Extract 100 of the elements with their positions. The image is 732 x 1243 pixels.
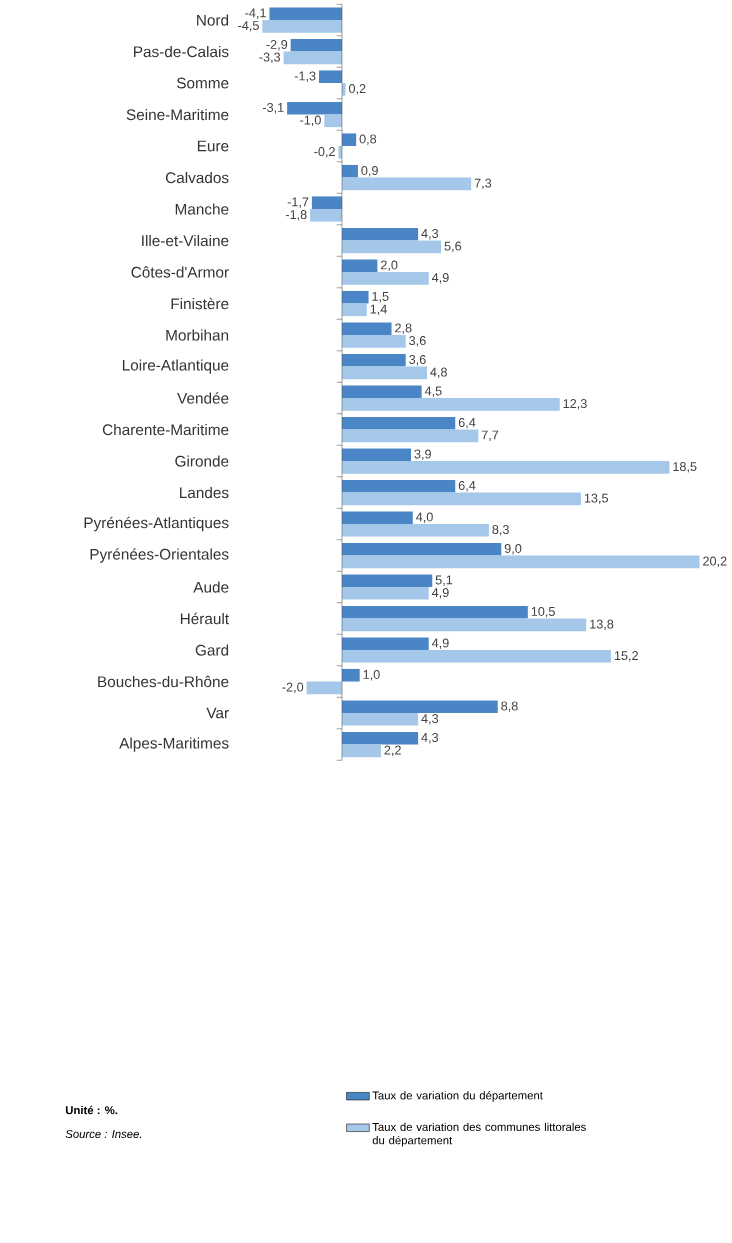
y-tick-label: Alpes-Maritimes: [119, 737, 229, 752]
bar: [283, 51, 342, 65]
bar: [341, 555, 700, 569]
data-label: -2,9: [266, 40, 288, 51]
y-tick-label: Vendée: [177, 392, 229, 404]
data-label: -2,0: [282, 682, 304, 694]
bar: [311, 196, 342, 210]
bar: [341, 700, 498, 714]
data-label: 4,9: [431, 638, 449, 649]
bar: [341, 290, 369, 304]
y-tick-label: Calvados: [165, 171, 229, 184]
bar: [269, 7, 342, 21]
y-tick-label: Charente-Maritime: [102, 423, 229, 436]
bar: [341, 668, 360, 682]
data-label: 4,3: [421, 714, 439, 725]
bar: [306, 681, 342, 695]
bar: [341, 618, 587, 632]
legend-label: Taux de variation du département: [372, 1091, 543, 1102]
bar: [341, 164, 358, 178]
data-label: -1,0: [300, 115, 321, 127]
data-label: -0,2: [314, 147, 335, 158]
bar: [341, 133, 357, 147]
data-label: 4,3: [421, 229, 439, 240]
bar: [287, 101, 342, 115]
data-label: 7,7: [481, 430, 499, 442]
bar: [341, 605, 528, 619]
data-label: 8,8: [501, 701, 518, 712]
data-label: 4,5: [424, 386, 442, 397]
legend-label: Taux de variation des communes littorales du département: [372, 1122, 586, 1147]
data-label: 3,9: [414, 449, 431, 460]
data-label: 4,9: [431, 273, 449, 284]
bar: [310, 209, 342, 222]
data-label: 13,5: [584, 493, 608, 505]
y-tick-label: Pyrénées-Orientales: [90, 548, 229, 563]
data-label: -4,5: [238, 21, 259, 32]
data-label: 5,6: [444, 241, 462, 253]
bar: [341, 177, 472, 191]
data-label: 12,3: [563, 399, 587, 410]
bar: [341, 587, 429, 600]
bar: [341, 492, 581, 506]
data-label: 4,8: [430, 367, 447, 379]
data-label: -1,7: [287, 197, 309, 208]
data-label: 10,5: [531, 606, 555, 618]
bar: [262, 20, 342, 33]
data-label: 4,9: [431, 588, 449, 599]
y-tick-label: Landes: [180, 486, 229, 499]
y-tick-label: Finistère: [171, 297, 229, 310]
data-label: 8,3: [492, 525, 509, 536]
y-tick-label: Loire-Atlantique: [122, 359, 229, 374]
data-label: 0,9: [361, 166, 378, 177]
bar: [341, 416, 456, 430]
data-label: 7,3: [474, 178, 492, 190]
bar: [341, 461, 670, 474]
y-tick-label: Bouches-du-Rhône: [98, 675, 229, 688]
y-tick-label: Manche: [175, 203, 229, 215]
y-tick-label: Aude: [193, 581, 229, 593]
bar: [341, 335, 406, 348]
data-label: 2,2: [384, 745, 401, 757]
y-tick-label: Ille-et-Vilaine: [142, 234, 229, 247]
bar: [341, 303, 367, 317]
data-label: -3,1: [262, 103, 284, 114]
bar: [341, 322, 392, 336]
bar: [341, 542, 502, 556]
data-label: 2,0: [380, 260, 398, 271]
y-tick-label: Eure: [197, 140, 229, 152]
bar: [341, 731, 419, 745]
bar: [341, 227, 419, 241]
bar: [341, 353, 406, 367]
bar: [341, 713, 419, 726]
data-label: 6,4: [458, 417, 476, 429]
bar: [341, 574, 433, 588]
data-label: -1,8: [285, 210, 307, 221]
bar: [341, 448, 412, 462]
bar: [341, 637, 429, 651]
data-label: 2,8: [395, 323, 412, 334]
y-tick-label: Pyrénées-Atlantiques: [84, 516, 229, 532]
bar: [341, 240, 442, 254]
bar: [324, 114, 342, 128]
data-label: 0,2: [348, 84, 366, 95]
y-tick-label: Morbihan: [166, 329, 229, 341]
bar: [341, 511, 413, 525]
data-label: 0,8: [359, 134, 377, 145]
data-label: 4,3: [421, 732, 439, 744]
bar: [318, 70, 342, 84]
data-label: 6,4: [458, 480, 476, 492]
data-label: 5,1: [435, 575, 453, 586]
source-note: Source : Insee.: [65, 1130, 142, 1139]
bar: [341, 429, 479, 443]
data-label: 9,0: [504, 543, 522, 555]
data-label: 13,8: [590, 619, 614, 631]
data-label: -3,3: [259, 52, 281, 64]
y-tick-label: Somme: [176, 77, 229, 89]
bar: [341, 366, 427, 380]
data-label: -1,3: [294, 71, 316, 82]
bar: [341, 272, 429, 285]
data-label: 3,6: [409, 336, 426, 347]
data-label: 1,4: [370, 304, 387, 316]
y-tick-label: Nord: [197, 14, 229, 26]
bar: [341, 385, 422, 399]
y-tick-label: Côtes-d'Armor: [131, 266, 229, 278]
